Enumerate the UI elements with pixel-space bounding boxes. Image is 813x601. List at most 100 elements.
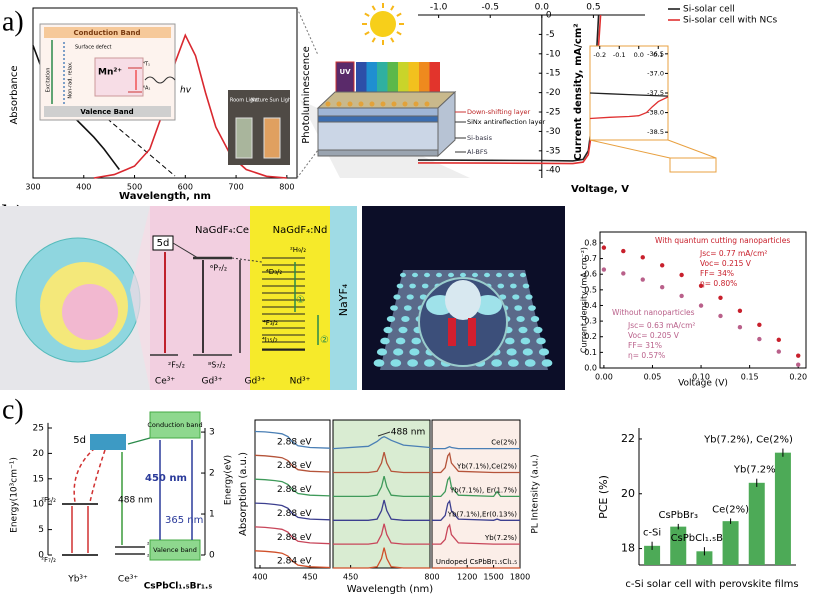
label: Mn²⁺ bbox=[98, 68, 122, 78]
x-tick-label: 0.5 bbox=[586, 3, 600, 13]
pillar bbox=[448, 318, 456, 346]
legend-label: Yb(7.2%) bbox=[484, 534, 517, 542]
y2-tick-label: 0 bbox=[209, 551, 215, 561]
nanocrystal bbox=[358, 101, 364, 107]
bar-label: Yb(7.2%) bbox=[733, 465, 780, 476]
dot bbox=[390, 359, 402, 367]
panel-label: c) bbox=[2, 394, 24, 425]
dot bbox=[406, 294, 414, 300]
label: Gd³⁺ bbox=[201, 377, 222, 387]
legend-label: Yb(7.1%), Er(1.7%) bbox=[449, 486, 517, 494]
dot bbox=[401, 316, 410, 322]
sun-ray bbox=[364, 12, 370, 17]
transfer bbox=[172, 242, 199, 259]
x-tick-label: 0.05 bbox=[644, 373, 662, 382]
nanocrystal bbox=[380, 101, 386, 107]
data-point bbox=[757, 336, 762, 342]
series-line bbox=[254, 550, 331, 569]
dot bbox=[424, 272, 430, 278]
y-tick-label: -10 bbox=[546, 49, 561, 59]
label: ²F₇/₂ bbox=[41, 556, 56, 564]
x-axis-label: c-Si solar cell with perovskite films bbox=[625, 579, 798, 590]
conduction-band bbox=[44, 27, 171, 38]
dot bbox=[524, 359, 536, 367]
x-tick-label: 450 bbox=[343, 573, 358, 582]
nanocrystal bbox=[369, 101, 375, 107]
series-line bbox=[254, 526, 331, 545]
dot bbox=[390, 305, 398, 311]
annotation: 2.88 eV bbox=[277, 509, 312, 519]
label: Gd³⁺ bbox=[244, 377, 265, 387]
dot bbox=[522, 348, 533, 356]
dot bbox=[396, 283, 404, 289]
data-point bbox=[659, 284, 665, 290]
data-point bbox=[621, 248, 626, 254]
label: 5d bbox=[73, 435, 86, 446]
y-tick-label: 20 bbox=[621, 487, 635, 500]
label: Non-rad. relax. bbox=[68, 61, 74, 99]
transfer bbox=[231, 257, 263, 263]
label: Valence band bbox=[153, 546, 197, 554]
shell-region bbox=[330, 206, 357, 390]
label: Si-basis bbox=[467, 134, 493, 142]
annotation: 2.88 eV bbox=[277, 485, 312, 495]
wave bbox=[144, 76, 176, 84]
y-tick-label: 0 bbox=[38, 551, 44, 561]
label: Down-shifting layer bbox=[467, 108, 531, 116]
plot-frame bbox=[332, 419, 431, 569]
dot bbox=[497, 283, 505, 289]
x-tick-label: 600 bbox=[178, 183, 193, 192]
series-line bbox=[432, 451, 520, 474]
y-tick-label: -20 bbox=[546, 88, 561, 98]
label: Conduction Band bbox=[73, 29, 140, 37]
dot bbox=[536, 337, 546, 345]
x-tick-label: 700 bbox=[228, 183, 243, 192]
dot bbox=[516, 316, 525, 322]
label: Ce³⁺ bbox=[155, 377, 175, 387]
highlight bbox=[333, 420, 430, 568]
transfer bbox=[73, 447, 106, 503]
label: Excitation bbox=[46, 68, 52, 93]
legend-label: Undoped CsPbBr₁.₅Cl₁.₅ bbox=[436, 558, 517, 566]
label: Nd³⁺ bbox=[290, 377, 311, 387]
dot bbox=[520, 272, 526, 278]
series-line bbox=[254, 478, 331, 497]
dot bbox=[491, 359, 502, 367]
x-tick-label: -0.5 bbox=[481, 3, 499, 13]
y-tick-label: -25 bbox=[546, 108, 561, 118]
series-line bbox=[333, 547, 430, 569]
sun-ray bbox=[371, 5, 376, 11]
annotation: 2.88 eV bbox=[277, 437, 312, 447]
x-axis-label: Wavelength, nm bbox=[119, 191, 211, 202]
layer bbox=[317, 107, 439, 117]
sun bbox=[370, 11, 396, 37]
y2-axis-label: Energy(eV) bbox=[224, 455, 234, 505]
label: Valence Band bbox=[80, 108, 133, 116]
annotation: η= 0.80% bbox=[700, 279, 737, 288]
data-point bbox=[737, 308, 743, 313]
dot bbox=[409, 348, 420, 356]
y-tick-label: 22 bbox=[621, 432, 635, 445]
annotation: 2.84 eV bbox=[277, 557, 312, 567]
series-line bbox=[432, 523, 520, 545]
bar bbox=[670, 526, 687, 565]
bar-label: CsPbBr₃ bbox=[658, 510, 698, 521]
data-point bbox=[718, 313, 723, 319]
series-line bbox=[333, 523, 430, 545]
label: ⁴T₁ bbox=[143, 62, 150, 68]
label: CsPbCl₁.₅Br₁.₅ bbox=[144, 582, 213, 592]
dot bbox=[508, 272, 514, 278]
dot bbox=[538, 348, 550, 356]
dot bbox=[520, 337, 531, 345]
label: ② bbox=[320, 335, 329, 346]
legend-label: With quantum cutting nanoparticles bbox=[655, 236, 790, 245]
nanocrystal bbox=[424, 101, 430, 107]
legend-label: Ce(2%) bbox=[491, 439, 517, 447]
label: UV bbox=[339, 68, 351, 76]
series-line bbox=[333, 475, 430, 498]
x-tick-label: 1200 bbox=[457, 573, 477, 582]
dot bbox=[528, 305, 536, 311]
dot bbox=[506, 348, 517, 356]
dot bbox=[383, 326, 393, 334]
y2-tick-label: 2 bbox=[209, 469, 215, 479]
